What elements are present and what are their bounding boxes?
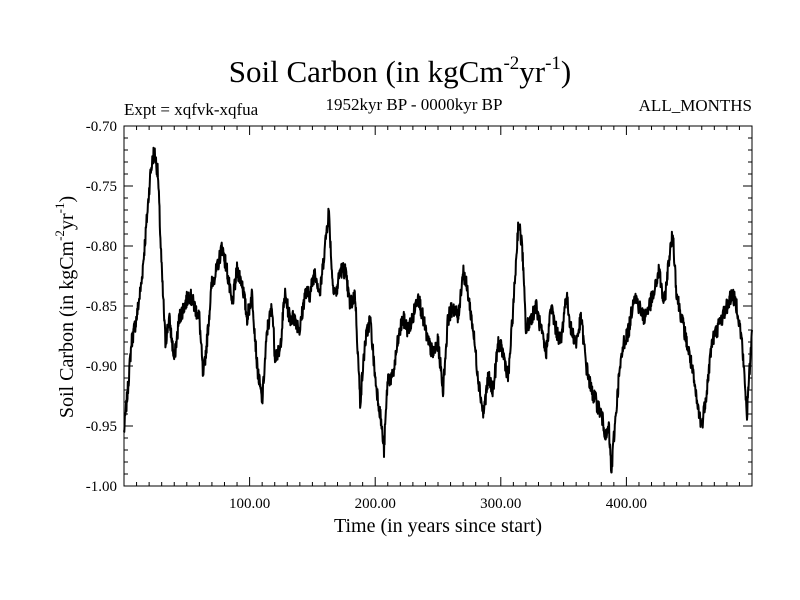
- y-tick-label: -0.90: [86, 359, 117, 375]
- period-label: 1952kyr BP - 0000kyr BP: [325, 95, 503, 114]
- x-axis: 100.00 200.00 300.00 400.00: [136, 126, 740, 512]
- x-tick-label: 100.00: [229, 496, 270, 512]
- chart-title: Soil Carbon (in kgCm-2yr-1): [228, 52, 572, 89]
- months-label: ALL_MONTHS: [638, 96, 752, 115]
- plot-frame: [123, 125, 753, 487]
- y-tick-label: -1.00: [86, 479, 117, 495]
- x-tick-label: 300.00: [480, 496, 521, 512]
- y-tick-label: -0.85: [86, 299, 117, 315]
- series-line-soil-carbon: [123, 146, 753, 474]
- y-tick-label: -0.75: [86, 179, 117, 195]
- y-tick-label: -0.95: [86, 419, 117, 435]
- x-tick-label: 200.00: [355, 496, 396, 512]
- y-axis-label: Soil Carbon (in kgCm-2yr-1): [52, 195, 78, 419]
- x-tick-label: 400.00: [606, 496, 647, 512]
- y-axis: -1.00 -0.95 -0.90 -0.85 -0.80 -0.75 -0.70: [86, 119, 752, 495]
- y-tick-label: -0.70: [86, 119, 117, 135]
- x-axis-label: Time (in years since start): [333, 515, 543, 537]
- experiment-label: Expt = xqfvk-xqfua: [124, 100, 259, 119]
- y-tick-label: -0.80: [86, 239, 117, 255]
